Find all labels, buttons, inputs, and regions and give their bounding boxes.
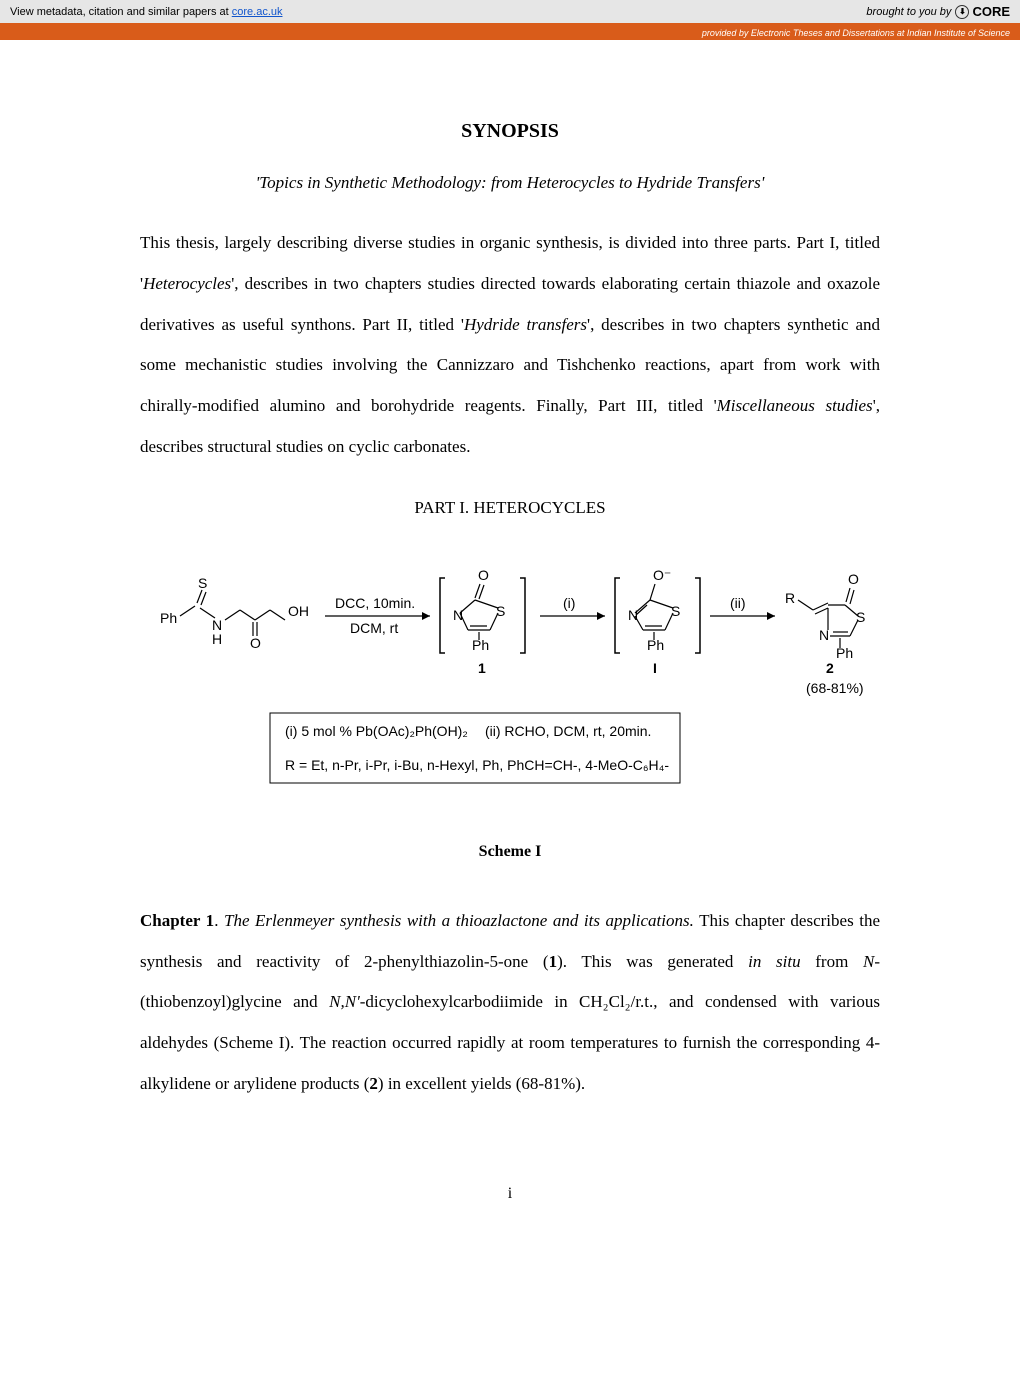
condition-i-text: (i) 5 mol % Pb(OAc)₂Ph(OH)₂	[285, 723, 468, 739]
text-italic: Hydride transfers	[464, 315, 587, 334]
core-label: CORE	[972, 4, 1010, 19]
arrow-label-ii: (ii)	[730, 595, 746, 611]
atom-oh: OH	[288, 603, 309, 619]
atom-o: O	[848, 571, 859, 587]
chapter-title: The Erlenmeyer synthesis with a thioazla…	[224, 911, 694, 930]
solvent-text: DCM, rt	[350, 620, 398, 636]
yield-text: (68-81%)	[806, 680, 864, 696]
atom-ph: Ph	[472, 637, 489, 653]
atom-s: S	[198, 575, 207, 591]
page-number: i	[140, 1185, 880, 1203]
chapter-label: Chapter 1	[140, 911, 214, 930]
core-logo[interactable]: ⬇ CORE	[955, 4, 1010, 19]
intro-paragraph: This thesis, largely describing diverse …	[140, 223, 880, 468]
atom-ominus: O⁻	[653, 567, 671, 583]
text-italic: N,N'	[329, 992, 360, 1011]
part-heading: PART I. HETEROCYCLES	[140, 498, 880, 518]
atom-n: N	[628, 607, 638, 623]
r-groups-text: R = Et, n-Pr, i-Pr, i-Bu, n-Hexyl, Ph, P…	[285, 757, 669, 773]
text-italic: Miscellaneous studies	[717, 396, 873, 415]
atom-h: H	[212, 631, 222, 647]
text-segment: ). This was generated	[557, 952, 748, 971]
atom-r: R	[785, 590, 795, 606]
document-title: SYNOPSIS	[140, 120, 880, 143]
text-segment: .	[214, 911, 224, 930]
atom-s: S	[496, 603, 505, 619]
compound-ref: 1	[549, 952, 558, 971]
document-subtitle: 'Topics in Synthetic Methodology: from H…	[140, 173, 880, 193]
reagent-text: DCC, 10min.	[335, 595, 415, 611]
core-symbol-icon: ⬇	[955, 5, 969, 19]
core-link[interactable]: core.ac.uk	[232, 6, 283, 18]
atom-ph: Ph	[160, 610, 177, 626]
metadata-banner: View metadata, citation and similar pape…	[0, 0, 1020, 26]
page-content: SYNOPSIS 'Topics in Synthetic Methodolog…	[0, 40, 1020, 1263]
compound-ref: 2	[369, 1074, 378, 1093]
atom-s: S	[671, 603, 680, 619]
atom-s: S	[856, 609, 865, 625]
arrow-label-i: (i)	[563, 595, 575, 611]
atom-o: O	[478, 567, 489, 583]
atom-ph: Ph	[836, 645, 853, 661]
condition-ii-text: (ii) RCHO, DCM, rt, 20min.	[485, 723, 651, 739]
provided-by-banner: provided by Electronic Theses and Disser…	[0, 26, 1020, 40]
compound-label-1: 1	[478, 660, 486, 676]
metadata-prefix: View metadata, citation and similar pape…	[10, 6, 232, 18]
atom-n: N	[453, 607, 463, 623]
chapter-paragraph: Chapter 1. The Erlenmeyer synthesis with…	[140, 901, 880, 1105]
compound-label-I: I	[653, 660, 657, 676]
scheme-caption: Scheme I	[140, 843, 880, 861]
brought-by-section: brought to you by ⬇ CORE	[866, 4, 1010, 19]
atom-o: O	[250, 635, 261, 651]
text-italic: Heterocycles	[143, 274, 231, 293]
metadata-text: View metadata, citation and similar pape…	[10, 6, 283, 18]
text-segment: ) in excellent yields (68-81%).	[378, 1074, 585, 1093]
brought-by-text: brought to you by	[866, 6, 951, 18]
scheme-svg: Ph S N H O OH DCC, 10min. DCM, rt O	[150, 558, 870, 808]
compound-label-2: 2	[826, 660, 834, 676]
text-segment: from	[801, 952, 863, 971]
scheme-diagram: Ph S N H O OH DCC, 10min. DCM, rt O	[140, 558, 880, 813]
atom-ph: Ph	[647, 637, 664, 653]
text-italic: N	[863, 952, 874, 971]
text-italic: in situ	[748, 952, 800, 971]
